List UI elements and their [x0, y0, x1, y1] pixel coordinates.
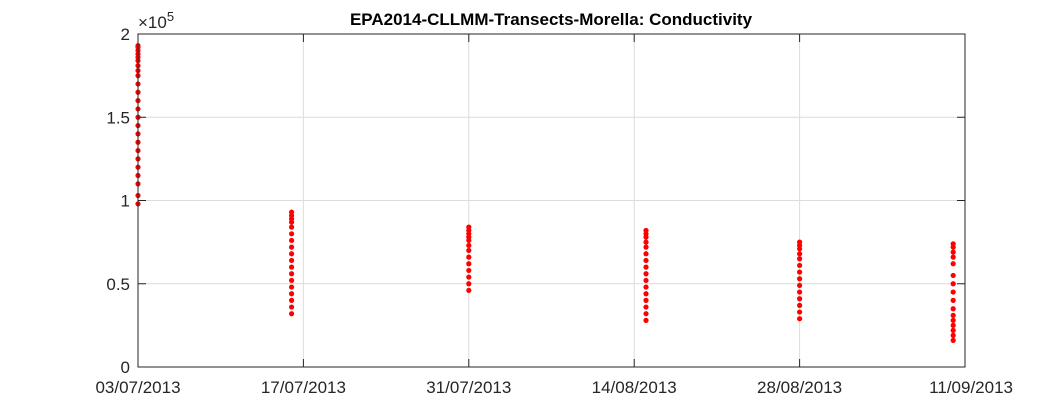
y-tick-label: 2 [121, 25, 130, 44]
data-point [950, 297, 956, 303]
data-point [288, 277, 295, 284]
data-point [797, 269, 803, 275]
data-point [288, 224, 295, 230]
data-point [643, 244, 649, 250]
data-points [135, 43, 956, 343]
chart-title: EPA2014-CLLMM-Transects-Morella: Conduct… [350, 10, 753, 29]
data-point [950, 289, 956, 295]
data-point [466, 261, 472, 267]
data-point [797, 276, 803, 282]
y-tick-label: 1.5 [106, 108, 130, 127]
data-point [950, 241, 956, 247]
x-tick-label: 11/09/2013 [929, 378, 1013, 397]
data-point [643, 251, 649, 257]
data-point [950, 337, 956, 343]
y-tick-label: 0.5 [106, 275, 130, 294]
data-point [288, 304, 295, 310]
data-point [643, 264, 649, 270]
data-point [288, 271, 295, 277]
data-point [288, 251, 295, 257]
data-point [797, 256, 803, 262]
data-point [797, 316, 803, 322]
data-point [950, 327, 956, 333]
data-point [643, 277, 649, 284]
data-point [797, 251, 803, 257]
data-point [288, 291, 295, 297]
x-tick-label: 28/08/2013 [757, 378, 842, 397]
data-point [797, 302, 803, 308]
data-point [466, 267, 472, 274]
x-tick-label: 17/07/2013 [261, 378, 346, 397]
data-point [643, 291, 649, 297]
data-point [466, 224, 472, 230]
data-point [288, 311, 295, 317]
y-exponent-power: 5 [167, 9, 174, 24]
data-point [643, 284, 649, 290]
data-point [643, 239, 649, 245]
data-point [950, 312, 956, 318]
data-point [288, 209, 295, 215]
data-point [643, 257, 649, 264]
data-point [950, 332, 956, 338]
data-point [950, 261, 956, 267]
x-tick-label: 31/07/2013 [426, 378, 511, 397]
data-point [288, 231, 295, 237]
data-point [643, 271, 649, 277]
data-point [950, 272, 956, 279]
data-point [466, 274, 472, 280]
y-axis-ticks: 0 0.5 1 1.5 2 [106, 25, 965, 377]
data-point [466, 287, 472, 294]
data-point [950, 281, 956, 287]
data-point [643, 304, 649, 310]
data-point [950, 306, 956, 312]
data-point [466, 281, 472, 287]
data-point [950, 254, 956, 260]
y-tick-label: 1 [121, 192, 130, 211]
data-point [797, 309, 803, 315]
data-point [797, 296, 803, 302]
data-point [643, 297, 649, 303]
data-point [643, 317, 649, 323]
data-point [950, 322, 956, 328]
y-tick-label: 0 [121, 358, 130, 377]
data-point [797, 239, 803, 245]
data-point [288, 264, 295, 270]
data-point [797, 282, 803, 289]
y-exponent-base: ×10 [138, 13, 167, 32]
data-point [466, 254, 472, 260]
x-axis-ticks: 03/07/2013 17/07/2013 31/07/2013 14/08/2013… [95, 34, 1013, 397]
x-tick-label: 14/08/2013 [592, 378, 677, 397]
data-point [288, 284, 295, 290]
y-exponent: ×105 [138, 9, 174, 32]
data-point [797, 289, 803, 295]
x-tick-label: 03/07/2013 [95, 378, 180, 397]
data-point [797, 262, 803, 269]
data-point [466, 242, 472, 249]
data-point [288, 237, 295, 244]
data-point [643, 311, 649, 317]
data-point [288, 257, 295, 264]
data-point [288, 244, 295, 250]
data-point [643, 227, 649, 234]
data-point [950, 249, 956, 255]
data-point [466, 247, 472, 254]
data-point [288, 297, 295, 303]
data-point [950, 317, 956, 323]
